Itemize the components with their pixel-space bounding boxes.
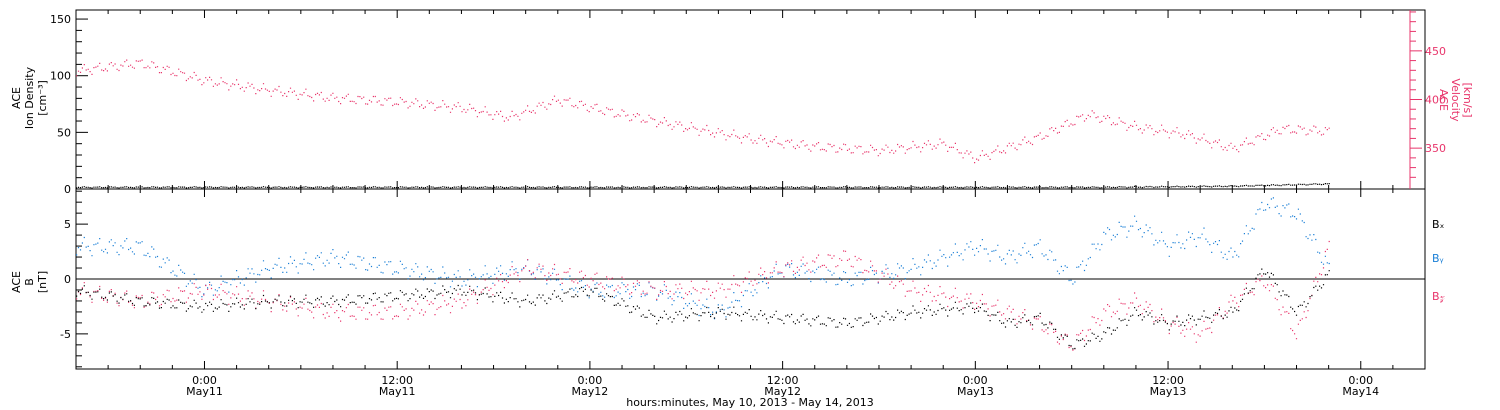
x-tick-date-label: May11 [186, 385, 223, 398]
x-axis-title: hours:minutes, May 10, 2013 - May 14, 20… [626, 396, 874, 409]
top-panel-frame [75, 9, 1426, 190]
bx-series-points [76, 268, 1330, 350]
velocity-tick-label: 450 [1425, 45, 1446, 58]
field-tick-label: -5 [60, 328, 71, 341]
x-tick-date-label: May13 [957, 385, 994, 398]
chart-marks-layer: 050100150350400450-5050:00May1112:00May1… [50, 10, 1446, 398]
velocity-tick-label: 400 [1425, 94, 1446, 107]
velocity-axis-label-unit: [km/s] [1461, 82, 1474, 117]
legend-bx: Bₓ [1432, 218, 1445, 231]
velocity-series-points [76, 59, 1330, 164]
x-tick-time-label: 12:00 [1152, 374, 1184, 387]
field-tick-label: 0 [64, 273, 71, 286]
field-axis-label-unit: [nT] [36, 271, 49, 293]
x-tick-date-label: May11 [379, 385, 416, 398]
x-tick-date-label: May14 [1342, 385, 1379, 398]
density-series-points [76, 183, 1330, 189]
by-series-points [76, 197, 1330, 320]
x-tick-time-label: 0:00 [963, 374, 988, 387]
density-axis-label-name: Ion Density [23, 66, 36, 129]
x-tick-date-label: May13 [1150, 385, 1187, 398]
velocity-axis-label-name: Velocity [1449, 78, 1462, 122]
x-tick-time-label: 12:00 [767, 374, 799, 387]
x-tick-time-label: 0:00 [192, 374, 217, 387]
field-axis-label-ace: ACE [10, 271, 23, 293]
x-tick-date-label: May12 [764, 385, 801, 398]
density-axis-label-ace: ACE [10, 87, 23, 109]
density-tick-label: 50 [57, 126, 71, 139]
field-tick-label: 5 [64, 218, 71, 231]
density-tick-label: 150 [50, 13, 71, 26]
density-axis-label-unit: [cm⁻³] [36, 80, 49, 116]
x-tick-time-label: 0:00 [578, 374, 603, 387]
legend-by: Bᵧ [1432, 252, 1444, 265]
density-tick-label: 0 [64, 183, 71, 196]
field-axis-label-name: B [23, 278, 36, 286]
x-tick-time-label: 12:00 [381, 374, 413, 387]
velocity-axis-label-ace: ACE [1437, 89, 1450, 111]
x-tick-date-label: May12 [572, 385, 609, 398]
x-tick-time-label: 0:00 [1348, 374, 1373, 387]
velocity-tick-label: 350 [1425, 142, 1446, 155]
legend-bz: B𝓏 [1432, 290, 1445, 303]
density-tick-label: 100 [50, 70, 71, 83]
